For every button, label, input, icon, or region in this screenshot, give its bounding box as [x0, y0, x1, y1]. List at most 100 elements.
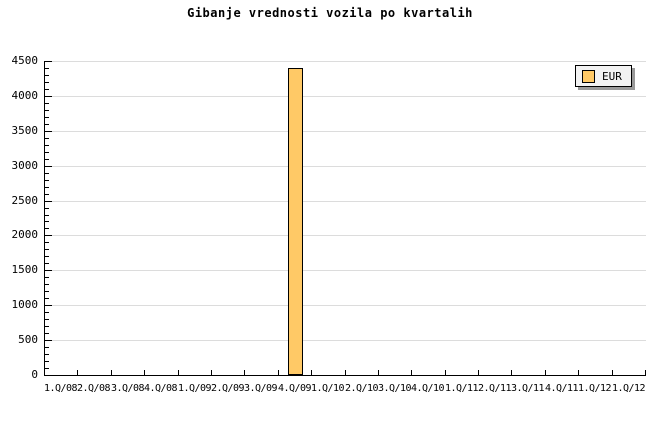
y-minor-tick	[45, 124, 49, 125]
y-major-tick	[45, 201, 52, 202]
gridline	[45, 340, 646, 341]
y-minor-tick	[45, 82, 49, 83]
x-tick	[144, 370, 145, 375]
y-tick-label: 1000	[11, 298, 39, 311]
bar-4.Q/09	[288, 68, 303, 375]
x-tick	[578, 370, 579, 375]
y-minor-tick	[45, 89, 49, 90]
y-minor-tick	[45, 159, 49, 160]
y-minor-tick	[45, 256, 49, 257]
x-tick-label: 1.Q/09	[177, 383, 212, 394]
x-tick-label: 1.Q/10	[310, 383, 345, 394]
y-major-tick	[45, 235, 52, 236]
x-tick	[445, 370, 446, 375]
y-minor-tick	[45, 103, 49, 104]
x-tick	[511, 370, 512, 375]
y-major-tick	[45, 61, 52, 62]
x-tick	[411, 370, 412, 375]
y-minor-tick	[45, 138, 49, 139]
y-minor-tick	[45, 152, 49, 153]
x-tick	[478, 370, 479, 375]
y-tick-label: 3000	[11, 159, 39, 172]
y-tick-label: 4500	[11, 54, 39, 67]
x-tick-label: 1.Q/12	[611, 383, 646, 394]
gridline	[45, 305, 646, 306]
y-tick-label: 4000	[11, 89, 39, 102]
x-tick-label: 2.Q/09	[210, 383, 245, 394]
plot-area	[44, 61, 646, 376]
x-tick-label: 3.Q/09	[243, 383, 278, 394]
y-minor-tick	[45, 215, 49, 216]
y-tick-label: 0	[31, 368, 38, 381]
y-minor-tick	[45, 326, 49, 327]
x-tick-label: 2.Q/11	[477, 383, 512, 394]
x-tick-label: 4.Q/08	[143, 383, 178, 394]
x-tick	[278, 370, 279, 375]
y-minor-tick	[45, 194, 49, 195]
y-minor-tick	[45, 368, 49, 369]
x-tick	[378, 370, 379, 375]
y-minor-tick	[45, 75, 49, 76]
x-tick-label: 3.Q/11	[510, 383, 545, 394]
y-minor-tick	[45, 180, 49, 181]
x-tick	[77, 370, 78, 375]
y-minor-tick	[45, 249, 49, 250]
x-tick	[612, 370, 613, 375]
x-tick	[211, 370, 212, 375]
x-tick	[111, 370, 112, 375]
x-tick-label: 4.Q/10	[410, 383, 445, 394]
y-major-tick	[45, 305, 52, 306]
y-tick-label: 2000	[11, 228, 39, 241]
y-minor-tick	[45, 312, 49, 313]
y-minor-tick	[45, 263, 49, 264]
y-minor-tick	[45, 319, 49, 320]
y-minor-tick	[45, 117, 49, 118]
y-minor-tick	[45, 110, 49, 111]
y-minor-tick	[45, 291, 49, 292]
gridline	[45, 166, 646, 167]
y-tick-label: 2500	[11, 194, 39, 207]
y-major-tick	[45, 340, 52, 341]
y-major-tick	[45, 131, 52, 132]
legend-swatch-eur	[582, 69, 595, 83]
y-minor-tick	[45, 284, 49, 285]
gridline	[45, 96, 646, 97]
y-minor-tick	[45, 242, 49, 243]
x-tick	[244, 370, 245, 375]
x-tick-label: 1.Q/12	[577, 383, 612, 394]
y-minor-tick	[45, 333, 49, 334]
gridline	[45, 131, 646, 132]
y-tick-label: 1500	[11, 263, 39, 276]
y-tick-label: 3500	[11, 124, 39, 137]
y-minor-tick	[45, 145, 49, 146]
legend-label-eur: EUR	[602, 69, 622, 83]
y-minor-tick	[45, 277, 49, 278]
y-major-tick	[45, 96, 52, 97]
gridline	[45, 201, 646, 202]
y-minor-tick	[45, 173, 49, 174]
y-minor-tick	[45, 208, 49, 209]
gridline	[45, 235, 646, 236]
x-tick	[545, 370, 546, 375]
y-minor-tick	[45, 347, 49, 348]
y-minor-tick	[45, 187, 49, 188]
x-tick	[345, 370, 346, 375]
y-minor-tick	[45, 221, 49, 222]
y-minor-tick	[45, 361, 49, 362]
x-tick-label: 4.Q/11	[544, 383, 579, 394]
x-tick-label: 4.Q/09	[277, 383, 312, 394]
y-minor-tick	[45, 354, 49, 355]
x-tick-label: 3.Q/08	[110, 383, 145, 394]
chart-title: Gibanje vrednosti vozila po kvartalih	[187, 6, 473, 20]
x-tick-label: 2.Q/08	[76, 383, 111, 394]
gridline	[45, 270, 646, 271]
legend-box: EUR	[575, 65, 632, 87]
y-minor-tick	[45, 68, 49, 69]
x-tick	[645, 370, 646, 375]
x-tick-label: 1.Q/11	[444, 383, 479, 394]
x-tick	[311, 370, 312, 375]
y-tick-label: 500	[18, 333, 38, 346]
x-tick-label: 2.Q/10	[344, 383, 379, 394]
y-minor-tick	[45, 228, 49, 229]
